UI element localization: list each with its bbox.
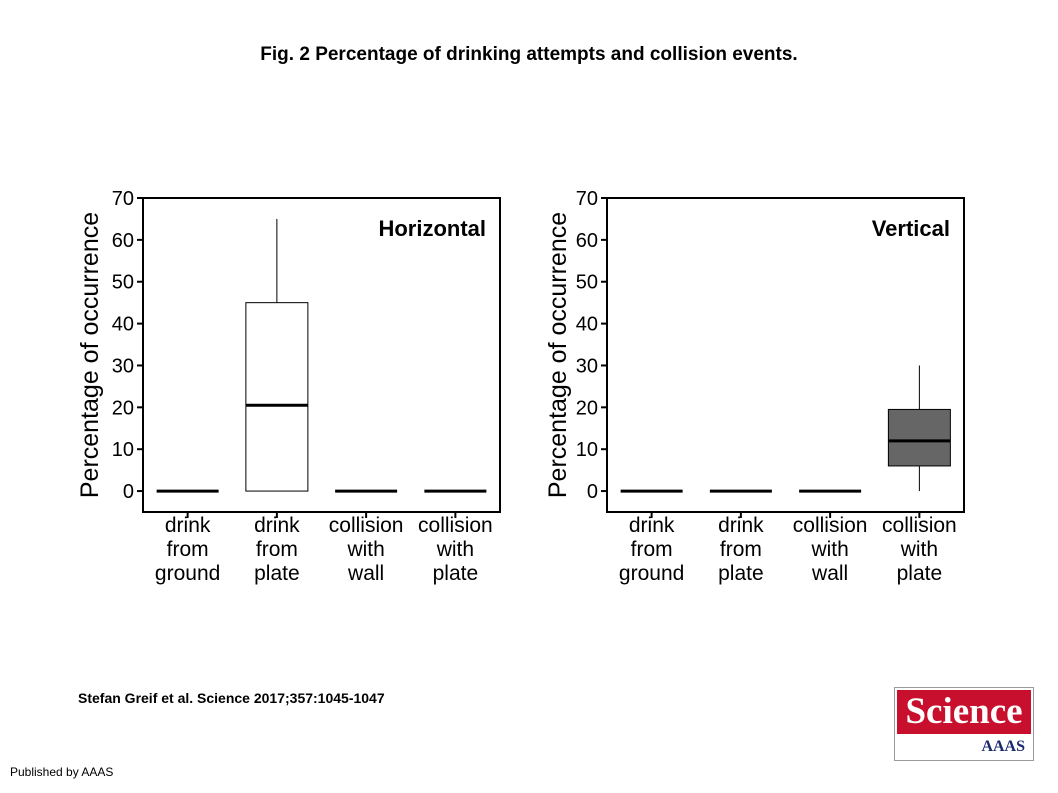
- x-category-label-line: from: [256, 538, 298, 561]
- x-category-label-line: drink: [165, 514, 211, 537]
- x-category-label-line: wall: [811, 562, 848, 585]
- y-tick-label: 10: [112, 439, 134, 461]
- science-logo: Science AAAS: [894, 687, 1034, 761]
- y-axis-title: Percentage of occurrence: [544, 212, 572, 498]
- panel-label: Horizontal: [378, 216, 486, 241]
- y-tick-label: 0: [123, 481, 134, 503]
- x-category-label-line: wall: [347, 562, 384, 585]
- panel-label: Vertical: [872, 216, 950, 241]
- citation: Stefan Greif et al. Science 2017;357:104…: [78, 690, 385, 706]
- x-category-label-line: plate: [718, 562, 764, 585]
- plot-frame: [606, 197, 965, 513]
- box-2: [245, 218, 309, 492]
- y-tick-label: 10: [576, 439, 598, 461]
- x-category-label: drink from plate: [254, 514, 300, 585]
- x-category-label-line: drink: [629, 514, 675, 537]
- science-wordmark: Science: [897, 690, 1031, 734]
- x-category-label-line: with: [900, 538, 938, 561]
- x-category-label-line: collision: [418, 514, 493, 537]
- chart-panel-horizontal: 0 10 20 30 40 50 60 70 Percentage of occurrence H…: [76, 188, 501, 585]
- x-category-label-line: plate: [433, 562, 479, 585]
- x-category-label: collision with plate: [418, 514, 493, 585]
- y-tick-label: 60: [576, 230, 598, 252]
- aaas-wordmark: AAAS: [981, 738, 1025, 755]
- y-tick-label: 30: [576, 355, 598, 377]
- plot-frame: [142, 197, 501, 513]
- x-category-label-line: with: [436, 538, 474, 561]
- x-category-label: drink from ground: [619, 514, 684, 585]
- x-category-label-line: ground: [619, 562, 684, 585]
- y-tick-label: 50: [576, 272, 598, 294]
- x-category-label-line: with: [346, 538, 384, 561]
- y-tick-label: 20: [576, 397, 598, 419]
- y-tick-label: 40: [576, 314, 598, 336]
- x-category-label-line: from: [631, 538, 673, 561]
- x-category-label: collision with wall: [329, 514, 404, 585]
- figure-title: Fig. 2 Percentage of drinking attempts a…: [260, 44, 798, 65]
- x-category-label: collision with plate: [882, 514, 957, 585]
- x-category-label-line: drink: [718, 514, 764, 537]
- y-tick-label: 70: [576, 188, 598, 210]
- x-category-label: drink from ground: [155, 514, 220, 585]
- y-tick-label: 50: [112, 272, 134, 294]
- x-category-label-line: plate: [897, 562, 943, 585]
- x-category-label: collision with wall: [793, 514, 868, 585]
- x-category-label-line: from: [720, 538, 762, 561]
- y-tick-label: 0: [587, 481, 598, 503]
- x-category-label-line: collision: [329, 514, 404, 537]
- y-tick-label: 20: [112, 397, 134, 419]
- x-category-label-line: ground: [155, 562, 220, 585]
- x-category-label-line: plate: [254, 562, 300, 585]
- box-4: [887, 365, 951, 492]
- x-category-label-line: collision: [793, 514, 868, 537]
- x-category-label-line: collision: [882, 514, 957, 537]
- x-category-label-line: with: [810, 538, 848, 561]
- y-tick-label: 40: [112, 314, 134, 336]
- x-category-label-line: from: [167, 538, 209, 561]
- y-axis-title: Percentage of occurrence: [76, 212, 104, 498]
- y-tick-label: 30: [112, 355, 134, 377]
- box-iqr: [245, 302, 309, 492]
- y-tick-label: 60: [112, 230, 134, 252]
- x-category-label: drink from plate: [718, 514, 764, 585]
- y-tick-label: 70: [112, 188, 134, 210]
- box-iqr: [887, 408, 951, 467]
- publisher-note: Published by AAAS: [10, 765, 114, 779]
- x-category-label-line: drink: [254, 514, 300, 537]
